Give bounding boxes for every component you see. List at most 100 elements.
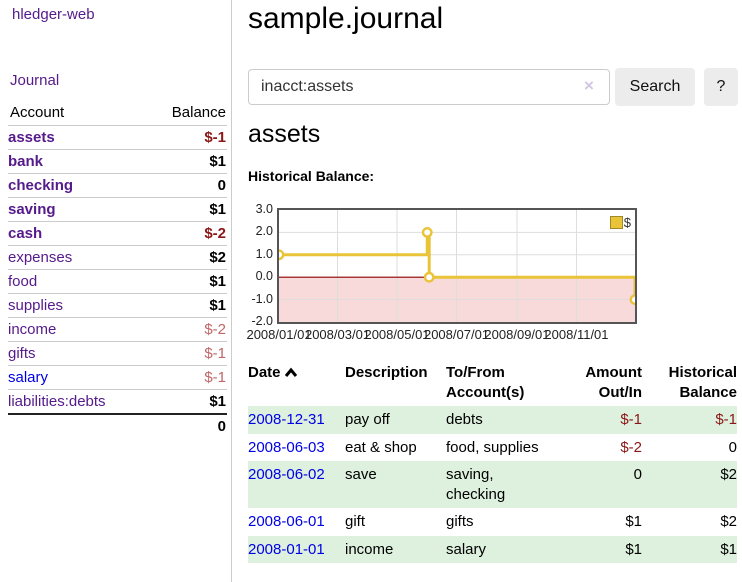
transaction-row: 2008-01-01 income salary $1 $1 [248, 535, 737, 563]
transaction-balance: $1 [720, 540, 737, 558]
y-tick-label: -1.0 [251, 291, 273, 306]
account-balance: $1 [146, 269, 227, 294]
transaction-accounts: salary [446, 540, 487, 558]
x-tick-label: 2008/09/01 [484, 327, 550, 342]
account-row-assets: assets $-1 [8, 125, 227, 150]
account-link-gifts[interactable]: gifts [8, 345, 36, 362]
register-col-amount: Amount Out/In [585, 364, 642, 401]
x-tick-label: 2008/07/01 [423, 327, 490, 342]
transaction-date-link[interactable]: 2008-12-31 [248, 411, 325, 428]
transaction-amount: $-2 [620, 438, 642, 456]
transaction-description: gift [345, 513, 366, 530]
account-link-salary[interactable]: salary [8, 369, 49, 386]
account-balance: $-1 [146, 341, 227, 366]
account-balance: $1 [146, 197, 227, 222]
register-col-description: Description [345, 364, 428, 381]
sidebar: hledger-web Journal Account Balance asse… [0, 0, 232, 582]
account-balance: $1 [146, 293, 227, 318]
transaction-balance: $-1 [715, 411, 737, 428]
account-row-gifts: gifts $-1 [8, 341, 227, 366]
account-link-saving[interactable]: saving [8, 201, 56, 218]
account-row-income: income $-2 [8, 317, 227, 342]
account-link-checking[interactable]: checking [8, 177, 74, 194]
main-content: sample.journal × Search ? assets Histori… [232, 0, 742, 582]
account-link-bank[interactable]: bank [8, 153, 44, 170]
legend-swatch-icon [609, 216, 623, 229]
transaction-description: income [345, 540, 394, 558]
search-button[interactable]: Search [615, 68, 695, 106]
account-row-bank: bank $1 [8, 149, 227, 174]
account-link-assets[interactable]: assets [8, 129, 55, 146]
account-balance: $-1 [146, 365, 227, 390]
transaction-balance: 0 [728, 438, 737, 456]
account-row-saving: saving $1 [8, 197, 227, 222]
accounts-total-row: 0 [8, 413, 227, 438]
sort-ascending-icon [284, 367, 297, 377]
account-row-cash: cash $-2 [8, 221, 227, 246]
accounts-header-row: Account Balance [8, 100, 227, 126]
app-title-link[interactable]: hledger-web [12, 6, 95, 23]
transaction-amount: 0 [633, 466, 642, 483]
transaction-date-link[interactable]: 2008-01-01 [248, 540, 325, 558]
account-row-salary: salary $-1 [8, 365, 227, 390]
account-row-supplies: supplies $1 [8, 293, 227, 318]
transaction-date-link[interactable]: 2008-06-03 [248, 438, 325, 456]
account-row-checking: checking 0 [8, 173, 227, 198]
transaction-accounts: debts [446, 411, 483, 428]
transaction-description: save [345, 466, 377, 483]
transaction-balance: $2 [720, 466, 737, 483]
page-title: sample.journal [248, 2, 444, 35]
help-button[interactable]: ? [704, 68, 738, 106]
register-col-tofrom: To/From Account(s) [446, 364, 525, 401]
account-heading: assets [248, 120, 321, 148]
transaction-accounts: food, supplies [446, 438, 539, 456]
chart-plot-area: $ [277, 208, 637, 324]
y-tick-label: 0.0 [255, 269, 273, 284]
account-link-supplies[interactable]: supplies [8, 297, 64, 314]
account-balance: $-2 [146, 221, 227, 246]
account-balance: $2 [146, 245, 227, 270]
account-link-liabilities-debts[interactable]: liabilities:debts [8, 393, 106, 410]
account-balance: $-2 [146, 317, 227, 342]
account-row-expenses: expenses $2 [8, 245, 227, 270]
y-tick-label: -2.0 [251, 314, 273, 328]
account-balance: $-1 [146, 125, 227, 150]
sidebar-item-journal[interactable]: Journal [10, 72, 60, 89]
account-balance: 0 [146, 173, 227, 198]
transaction-description: pay off [345, 411, 390, 428]
historical-balance-chart: 3.0 2.0 1.0 0.0 -1.0 -2.0 $ 2008/01/01 2008/03… [232, 202, 742, 345]
account-link-income[interactable]: income [8, 321, 57, 338]
x-tick-label: 2008/11/01 [544, 327, 609, 342]
account-balance: $1 [146, 389, 227, 415]
y-tick-label: 1.0 [255, 246, 273, 261]
transaction-description: eat & shop [345, 438, 417, 456]
accounts-col-account: Account [8, 100, 147, 126]
account-row-food: food $1 [8, 269, 227, 294]
legend-label: $ [623, 215, 631, 230]
transaction-accounts: saving, checking [446, 466, 506, 503]
clear-search-icon[interactable]: × [584, 76, 594, 95]
register-col-balance: Historical Balance [668, 364, 737, 401]
search-input[interactable] [248, 69, 610, 105]
y-tick-label: 3.0 [255, 202, 273, 216]
account-balance: $1 [146, 149, 227, 174]
transaction-date-link[interactable]: 2008-06-01 [248, 513, 325, 530]
transaction-amount: $-1 [620, 411, 642, 428]
account-link-expenses[interactable]: expenses [8, 249, 73, 266]
chart-canvas [279, 210, 635, 322]
accounts-total-value: 0 [146, 413, 227, 438]
register-col-date[interactable]: Date [248, 360, 345, 406]
register-header-row: Date Description To/From Account(s) Amou… [248, 360, 737, 406]
x-tick-label: 2008/05/01 [364, 327, 430, 342]
transaction-amount: $1 [625, 540, 642, 558]
transaction-date-link[interactable]: 2008-06-02 [248, 466, 325, 483]
account-row-liabilities-debts: liabilities:debts $1 [8, 389, 227, 415]
account-link-cash[interactable]: cash [8, 225, 43, 242]
register-table: Date Description To/From Account(s) Amou… [248, 360, 737, 563]
accounts-balance-table: Account Balance assets $-1 bank $1 check… [8, 100, 227, 438]
accounts-col-balance: Balance [146, 100, 227, 126]
transaction-balance: $2 [720, 513, 737, 530]
account-link-food[interactable]: food [8, 273, 38, 290]
x-tick-label: 2008/01/01 [246, 327, 312, 342]
x-tick-label: 2008/03/01 [304, 327, 371, 342]
